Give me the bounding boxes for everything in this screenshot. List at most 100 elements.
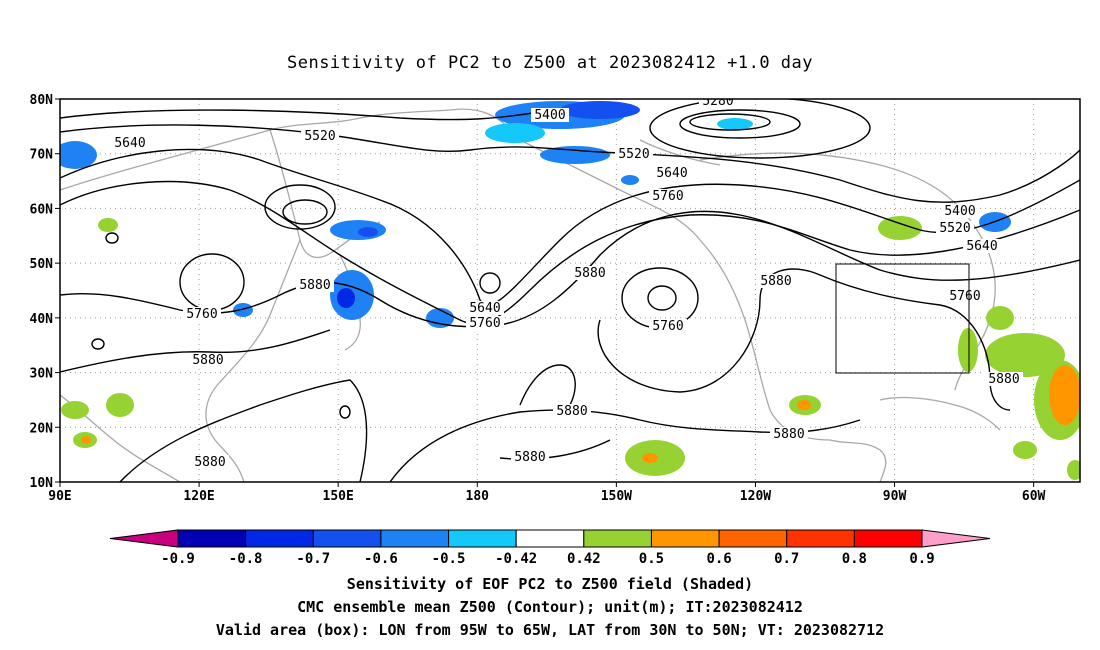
positive-patch (985, 333, 1065, 377)
colorbar-label: 0.8 (842, 551, 867, 567)
x-tick-label: 150E (323, 489, 354, 504)
negative-patch (233, 303, 253, 317)
contour-closed (264, 184, 336, 230)
positive-patch (98, 218, 118, 232)
contour-label-bg (553, 404, 591, 418)
positive-patch (797, 400, 811, 410)
contour-label: 5880 (556, 404, 587, 419)
contour-label-bg (615, 147, 653, 161)
positive-patch (642, 453, 658, 463)
contour-closed (339, 405, 351, 419)
positive-patch (1049, 365, 1080, 425)
contour-label-bg (946, 289, 984, 303)
contour-label-bg (985, 372, 1023, 386)
contour-label: 5640 (114, 136, 145, 151)
colorbar-swatch (312, 529, 382, 548)
coastline-arctic-islands (639, 139, 721, 166)
colorbar-label: -0.9 (161, 551, 195, 567)
contour-line (519, 364, 576, 406)
negative-patch (60, 141, 97, 169)
coastlines (60, 108, 1001, 482)
colorbar-swatch (650, 529, 720, 548)
colorbar-swatch (718, 529, 788, 548)
contour-label-bg (531, 108, 569, 122)
colorbar-swatch (583, 529, 652, 548)
contour-label: 5640 (656, 166, 687, 181)
colorbar-swatch (177, 529, 247, 548)
contour-label: 5640 (966, 239, 997, 254)
positive-patch (1067, 460, 1080, 480)
contour-label: 5520 (304, 129, 335, 144)
negative-patch (330, 220, 386, 240)
contour-label-bg (941, 204, 979, 218)
contour-line (60, 210, 1080, 328)
contour-label: 5400 (944, 204, 975, 219)
contour-label: 5760 (469, 316, 500, 331)
y-tick-label: 50N (30, 257, 54, 272)
positive-patch (106, 393, 134, 417)
contour-label-bg (649, 319, 687, 333)
z500-contours (60, 99, 1080, 482)
x-tick-label: 120W (740, 489, 771, 504)
contour-label-bg (301, 129, 339, 143)
contour-label-bg (466, 301, 504, 315)
y-tick-label: 80N (30, 93, 54, 108)
x-tick-label: 90E (48, 489, 71, 504)
x-tick-label: 180 (466, 489, 490, 504)
contour-label: 5760 (949, 289, 980, 304)
contour-label-bg (770, 427, 808, 441)
contour-label: 5760 (652, 189, 683, 204)
contour-label: 5520 (939, 221, 970, 236)
contour-line (60, 109, 541, 121)
contour-label-bg (296, 278, 334, 292)
negative-patch (337, 288, 355, 308)
negative-patch (485, 123, 545, 143)
positive-patch (986, 306, 1014, 330)
contour-label: 5520 (618, 147, 649, 162)
colorbar-triangle-low (109, 529, 179, 548)
contour-label: 5880 (192, 353, 223, 368)
coastline-siberia (60, 108, 521, 191)
contour-label-bg (653, 166, 691, 180)
colorbar-label: -0.8 (229, 551, 263, 567)
contour-closed (689, 113, 771, 131)
contour-label: 5880 (773, 427, 804, 442)
colorbar-label: 0.9 (909, 551, 934, 567)
valid-area-box (835, 263, 970, 374)
contour-label: 5880 (988, 372, 1019, 387)
x-axis-ticks: 90E 120E 150E 180 150W 120W 90W 60W (48, 482, 1046, 504)
contour-label: 5280 (702, 94, 733, 109)
contour-closed (282, 199, 328, 225)
contour-label-bg (466, 316, 504, 330)
colorbar-swatch (853, 529, 923, 548)
colorbar-label: -0.7 (296, 551, 330, 567)
contour-closed (479, 272, 501, 294)
contour-line (60, 124, 1080, 203)
y-tick-label: 60N (30, 202, 54, 217)
contour-line (119, 379, 368, 482)
positive-patch (61, 401, 89, 419)
contour-label-bg (191, 455, 229, 469)
colorbar-label: -0.6 (364, 551, 398, 567)
positive-patch (878, 216, 922, 240)
negative-patch (560, 101, 640, 119)
contour-line (60, 180, 1080, 325)
coastline-caribbean (879, 396, 1001, 431)
contour-label-bg (183, 307, 221, 321)
colorbar-label: 0.42 (567, 551, 601, 567)
colorbar-label: 0.7 (774, 551, 799, 567)
positive-patch (958, 328, 978, 372)
contour-label: 5400 (534, 108, 565, 123)
colorbar-swatch (515, 529, 585, 548)
colorbar-label: -0.5 (432, 551, 466, 567)
colorbar-label: -0.42 (495, 551, 537, 567)
footer-line-2: CMC ensemble mean Z500 (Contour); unit(m… (297, 598, 803, 616)
y-tick-label: 30N (30, 367, 54, 382)
x-tick-label: 120E (183, 489, 214, 504)
colorbar-label: 0.5 (639, 551, 664, 567)
map-title: Sensitivity of PC2 to Z500 at 2023082412… (287, 53, 813, 73)
contour-line (60, 329, 331, 373)
contour-closed (679, 109, 801, 139)
coastline-east-asia (205, 239, 301, 482)
